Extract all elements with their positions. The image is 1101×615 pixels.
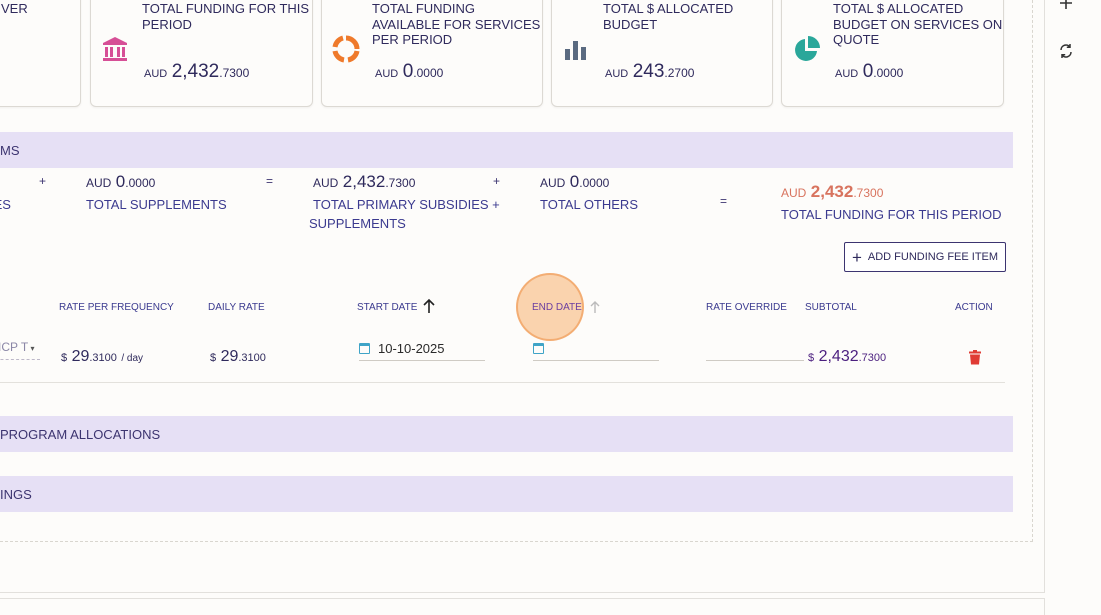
supplements-label: TOTAL SUPPLEMENTS: [86, 197, 227, 212]
button-label: ADD FUNDING FEE ITEM: [867, 251, 999, 263]
summary-card-quote-budget: TOTAL $ ALLOCATED BUDGET ON SERVICES ON QU…: [781, 0, 1004, 107]
funding-type-select[interactable]: ICP T ▾: [0, 340, 40, 360]
summary-card-available-funding: TOTAL FUNDING AVAILABLE FOR SERVICES PER P…: [321, 0, 543, 107]
dropdown-caret-icon: ▾: [28, 344, 35, 353]
card-label: TOTAL FUNDING AVAILABLE FOR SERVICES PER P…: [372, 1, 541, 47]
start-date-field[interactable]: 10-10-2025: [359, 337, 485, 361]
section-title: INGS: [0, 486, 32, 502]
pie-chart-icon: [793, 35, 821, 68]
sort-inactive-icon[interactable]: [589, 300, 601, 318]
daily-rate-value: $ 29.3100: [210, 348, 266, 365]
plus-icon: +: [851, 247, 862, 267]
donut-icon: [332, 35, 360, 68]
plus-operator: +: [493, 174, 501, 188]
card-value: AUD 243.2700: [605, 61, 695, 82]
summary-card-allocated-budget: TOTAL $ ALLOCATED BUDGET AUD 243.2700: [551, 0, 773, 107]
card-value: AUD 0.0000: [835, 61, 904, 82]
primary-plus-supplements-label: TOTAL PRIMARY SUBSIDIES + SUPPLEMENTS: [309, 197, 500, 231]
click-indicator: [516, 273, 584, 341]
card-label: VER: [1, 1, 28, 16]
equals-operator: =: [720, 194, 728, 208]
calendar-icon: [533, 343, 544, 354]
end-date-field[interactable]: [533, 337, 659, 361]
add-funding-fee-item-button[interactable]: + ADD FUNDING FEE ITEM: [844, 242, 1006, 272]
bar-chart-icon: [564, 39, 588, 66]
items-section-header[interactable]: MS: [0, 132, 1013, 168]
section-title: MS: [0, 142, 20, 158]
column-header-action: ACTION: [955, 302, 993, 313]
rate-per-frequency-value: $ 29.3100 / day: [61, 348, 144, 365]
subtotal-value: $ 2,432.7300: [808, 348, 887, 365]
section-title: PROGRAM ALLOCATIONS: [0, 426, 161, 442]
column-header-rate-override[interactable]: RATE OVERRIDE: [706, 302, 787, 313]
bank-icon: [101, 35, 129, 68]
summary-card-partial: VER: [0, 0, 81, 107]
primary-subsidies-label-partial: IES: [0, 197, 11, 212]
primary-plus-supplements-value: AUD 2,432.7300: [313, 172, 416, 191]
column-header-end-date[interactable]: END DATE: [532, 302, 582, 313]
add-icon[interactable]: [1055, 0, 1077, 14]
column-header-start-date[interactable]: START DATE: [357, 302, 418, 313]
row-divider: [0, 382, 1005, 383]
column-header-daily-rate[interactable]: DAILY RATE: [208, 302, 265, 313]
column-header-rate-per-frequency[interactable]: RATE PER FREQUENCY: [59, 302, 174, 313]
plus-operator: +: [39, 174, 47, 188]
rate-override-input[interactable]: [706, 340, 804, 361]
card-value: AUD 2,432.7300: [144, 61, 250, 82]
others-value: AUD 0.0000: [540, 172, 610, 191]
delete-icon[interactable]: [969, 350, 981, 370]
card-label: TOTAL $ ALLOCATED BUDGET: [603, 1, 734, 32]
refresh-icon[interactable]: [1055, 40, 1077, 62]
equals-operator: =: [266, 174, 274, 188]
sort-ascending-icon[interactable]: [422, 298, 436, 318]
summary-card-total-funding: TOTAL FUNDING FOR THIS PERIOD AUD 2,432.7…: [90, 0, 313, 107]
next-panel: [0, 598, 1045, 615]
card-value: AUD 0.0000: [375, 61, 444, 82]
card-label: TOTAL $ ALLOCATED BUDGET ON SERVICES ON QU…: [833, 1, 1003, 47]
card-label: TOTAL FUNDING FOR THIS PERIOD: [142, 1, 310, 32]
supplements-value: AUD 0.0000: [86, 172, 156, 191]
total-funding-value: AUD 2,432.7300: [781, 182, 884, 201]
calendar-icon: [359, 343, 370, 354]
inner-panel-border: [0, 0, 1033, 542]
total-funding-label: TOTAL FUNDING FOR THIS PERIOD: [781, 207, 1002, 222]
settings-section-header[interactable]: INGS: [0, 476, 1013, 512]
others-label: TOTAL OTHERS: [540, 197, 638, 212]
column-header-subtotal[interactable]: SUBTOTAL: [805, 302, 857, 313]
program-allocations-section-header[interactable]: PROGRAM ALLOCATIONS: [0, 416, 1013, 452]
